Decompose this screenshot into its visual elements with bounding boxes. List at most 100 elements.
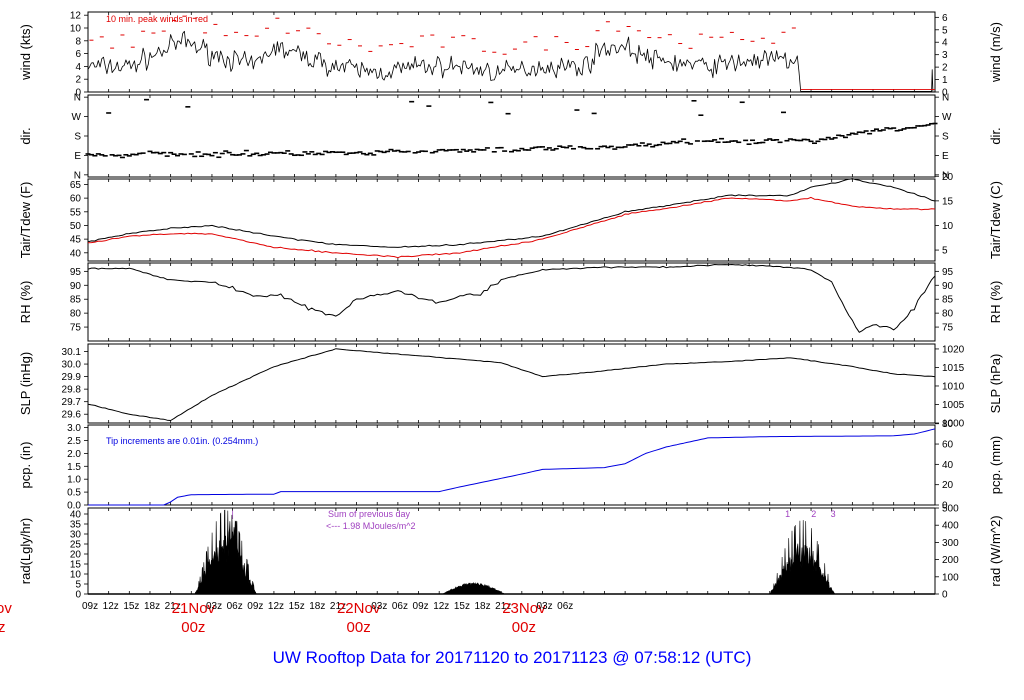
x-tick-label: 03z (371, 601, 387, 612)
wind-series (87, 30, 934, 92)
y-tick-label: S (942, 132, 949, 143)
y-tick-label: 1.0 (67, 475, 81, 486)
y-tick-label: 5 (75, 580, 81, 591)
y-tick-label: 2 (942, 63, 948, 74)
y-tick-label: 90 (942, 281, 954, 292)
y-tick-label: 0 (75, 590, 81, 601)
panel-frame-slp (87, 343, 936, 424)
y-axis-label-right: Tair/Tdew (C) (988, 181, 1003, 259)
rad-day-area (193, 509, 258, 595)
x-tick-label: 15z (454, 601, 470, 612)
y-axis-label-right: dir. (988, 127, 1003, 144)
x-tick-label: 18z (475, 601, 491, 612)
pcp-series (88, 428, 936, 506)
y-tick-label: 29.6 (62, 410, 82, 421)
y-tick-label: 100 (942, 572, 959, 583)
y-tick-label: 29.7 (62, 397, 82, 408)
day-label-sub: 00z (512, 619, 536, 636)
y-tick-label: E (74, 151, 81, 162)
y-tick-label: 1000 (942, 419, 965, 430)
y-tick-label: 6 (75, 49, 81, 60)
y-tick-label: 75 (70, 323, 82, 334)
day-label-sub: 00z (181, 619, 205, 636)
y-tick-label: N (942, 93, 949, 104)
y-tick-label: 1010 (942, 381, 965, 392)
y-tick-label: N (942, 170, 949, 181)
wind-annotation: 10 min. peak winds in red (106, 14, 208, 24)
y-tick-label: 40 (942, 460, 954, 471)
rad-day-area (442, 582, 505, 595)
y-tick-label: 400 (942, 521, 959, 532)
x-tick-label: 09z (82, 601, 98, 612)
panel-frame-temp (87, 178, 936, 262)
chart-title: UW Rooftop Data for 20171120 to 20171123… (272, 648, 752, 667)
x-tick-label: 12z (268, 601, 284, 612)
y-axis-label-right: rad (W/m^2) (988, 515, 1003, 586)
tair-series (87, 178, 936, 248)
y-axis-label-right: wind (m/s) (988, 22, 1003, 83)
y-tick-label: 35 (70, 520, 82, 531)
y-axis-label-right: SLP (hPa) (988, 354, 1003, 414)
y-tick-label: 90 (70, 281, 82, 292)
panel-frame-dir (87, 94, 936, 178)
y-tick-label: 10 (942, 221, 954, 232)
y-tick-label: 0 (942, 88, 948, 99)
y-tick-label: 4 (942, 38, 948, 49)
rad-day-marker: 3 (831, 509, 836, 519)
y-tick-label: 0 (75, 88, 81, 99)
y-tick-label: 40 (70, 510, 82, 521)
y-tick-label: 65 (70, 180, 82, 191)
y-tick-label: 85 (70, 295, 82, 306)
x-tick-label: 03z (206, 601, 222, 612)
x-tick-label: 18z (309, 601, 325, 612)
x-tick-label: 12z (103, 601, 119, 612)
y-tick-label: 15 (70, 560, 82, 571)
day-label: 22Nov (337, 600, 381, 617)
y-axis-label-left: RH (%) (18, 281, 33, 324)
y-tick-label: 30.1 (62, 347, 82, 358)
y-axis-label-left: Tair/Tdew (F) (18, 182, 33, 259)
x-tick-label: 21z (165, 601, 181, 612)
y-tick-label: 200 (942, 555, 959, 566)
day-label-clipped-sub: z (0, 619, 6, 636)
y-tick-label: 60 (70, 194, 82, 205)
y-tick-label: 500 (942, 504, 959, 515)
y-tick-label: 1015 (942, 363, 965, 374)
y-tick-label: 3 (942, 50, 948, 61)
rad-annotation-sum: <--- 1.98 MJoules/m^2 (326, 521, 416, 531)
y-tick-label: 6 (942, 13, 948, 24)
x-tick-label: 09z (413, 601, 429, 612)
y-axis-label-right: pcp. (mm) (988, 436, 1003, 495)
day-label: 23Nov (502, 600, 546, 617)
x-tick-label: 21z (330, 601, 346, 612)
y-tick-label: W (72, 112, 82, 123)
x-tick-label: 06z (392, 601, 408, 612)
y-tick-label: W (942, 112, 952, 123)
y-axis-label-right: RH (%) (988, 281, 1003, 324)
y-axis-label-left: wind (kts) (18, 24, 33, 81)
y-tick-label: 29.9 (62, 372, 82, 383)
day-label-clipped: ov (0, 600, 12, 617)
y-tick-label: 80 (942, 419, 954, 430)
y-tick-label: 80 (70, 309, 82, 320)
x-tick-label: 09z (247, 601, 263, 612)
x-tick-label: 06z (557, 601, 573, 612)
y-tick-label: 45 (70, 235, 82, 246)
y-tick-label: 8 (75, 36, 81, 47)
y-tick-label: 1005 (942, 400, 965, 411)
x-tick-label: 15z (289, 601, 305, 612)
y-tick-label: 30 (70, 530, 82, 541)
y-tick-label: 20 (942, 172, 954, 183)
y-tick-label: 95 (942, 267, 954, 278)
y-tick-label: S (74, 132, 81, 143)
y-tick-label: 12 (70, 11, 82, 22)
rad-day-area (768, 520, 836, 595)
y-tick-label: 2.0 (67, 449, 81, 460)
rad-tick-marker: | (231, 509, 233, 519)
y-tick-label: 3.0 (67, 423, 81, 434)
y-tick-label: 20 (70, 550, 82, 561)
x-tick-label: 06z (227, 601, 243, 612)
y-tick-label: 1.5 (67, 462, 81, 473)
y-axis-label-left: rad(Lgly/hr) (18, 518, 33, 584)
